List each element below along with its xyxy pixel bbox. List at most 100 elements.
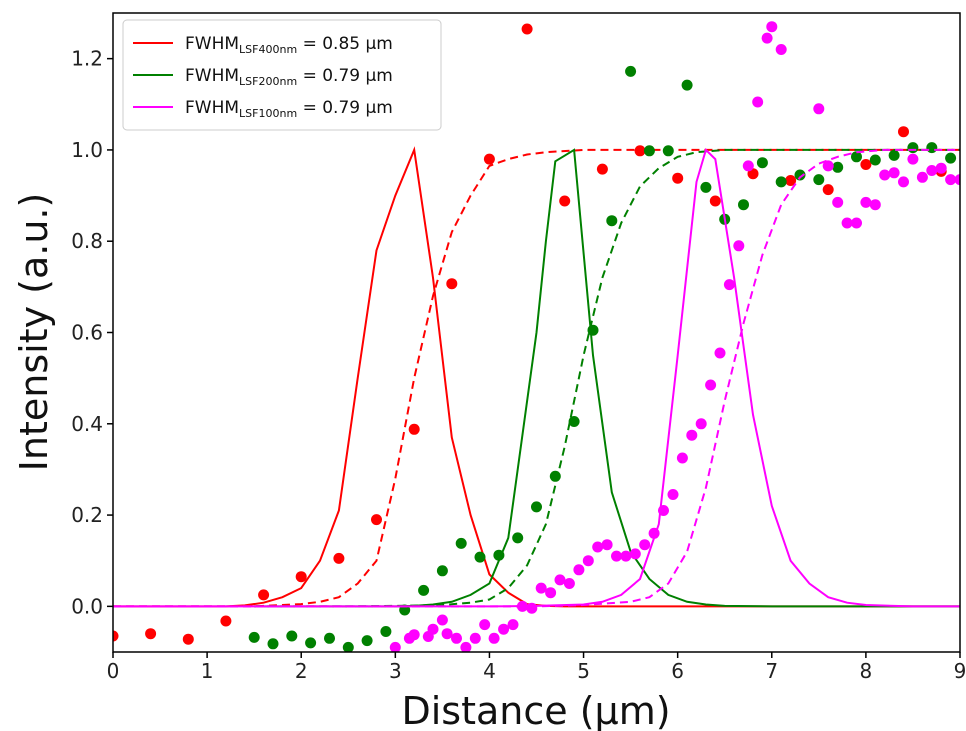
point-lsf200 — [625, 65, 637, 77]
point-lsf100 — [611, 550, 622, 562]
point-lsf100 — [841, 217, 853, 229]
point-lsf100 — [945, 174, 957, 186]
point-lsf100 — [427, 623, 439, 635]
point-lsf100 — [629, 548, 641, 560]
y-tick-label: 0.2 — [71, 503, 103, 527]
point-lsf400 — [408, 423, 420, 435]
point-lsf100 — [766, 21, 778, 33]
point-lsf100 — [733, 240, 745, 252]
point-lsf400 — [371, 514, 382, 526]
x-tick-label: 4 — [483, 659, 496, 683]
y-tick-label: 0.0 — [71, 594, 103, 618]
point-lsf100 — [535, 582, 547, 594]
y-axis-title: Intensity (a.u.) — [12, 193, 56, 472]
point-lsf100 — [592, 541, 604, 553]
point-lsf400 — [145, 628, 157, 640]
point-lsf400 — [860, 159, 872, 170]
plot-area — [113, 21, 960, 652]
point-lsf100 — [582, 555, 594, 567]
point-lsf100 — [869, 199, 881, 211]
point-lsf200 — [436, 565, 448, 577]
y-tick-label: 1.2 — [71, 47, 103, 71]
y-tick-label: 1.0 — [71, 138, 103, 162]
point-lsf100 — [460, 641, 472, 652]
x-tick-label: 2 — [295, 659, 308, 683]
point-lsf400 — [898, 126, 909, 138]
point-lsf100 — [851, 217, 862, 229]
point-lsf200 — [474, 551, 486, 563]
point-lsf200 — [267, 638, 279, 650]
line-lsf200-esf-dashed — [254, 148, 960, 608]
point-lsf400 — [446, 278, 458, 290]
x-tick-label: 7 — [765, 659, 778, 683]
point-lsf100 — [860, 196, 872, 208]
point-lsf100 — [479, 619, 491, 631]
legend-box — [122, 19, 442, 131]
point-lsf100 — [389, 641, 401, 652]
x-tick-label: 5 — [577, 659, 590, 683]
legend-label-lsf200: FWHMLSF200nm = 0.79 µm — [185, 66, 393, 88]
point-lsf400 — [596, 163, 608, 175]
y-tick-label: 0.6 — [71, 321, 103, 345]
point-lsf200 — [756, 157, 768, 169]
point-lsf100 — [752, 96, 764, 108]
point-lsf100 — [742, 160, 754, 172]
point-lsf100 — [516, 600, 528, 612]
point-lsf100 — [822, 160, 834, 172]
point-lsf100 — [916, 171, 928, 183]
point-lsf400 — [220, 615, 232, 627]
point-lsf400 — [634, 145, 646, 157]
point-lsf200 — [738, 199, 749, 211]
point-lsf100 — [888, 167, 900, 179]
point-lsf200 — [869, 154, 881, 166]
point-lsf200 — [813, 174, 825, 186]
point-lsf100 — [723, 279, 735, 291]
point-lsf100 — [408, 629, 420, 641]
point-lsf100 — [935, 162, 947, 174]
point-lsf200 — [305, 637, 317, 649]
point-lsf200 — [380, 626, 392, 637]
point-lsf100 — [667, 489, 679, 500]
point-lsf200 — [361, 635, 373, 647]
point-lsf400 — [483, 153, 495, 165]
point-lsf100 — [879, 169, 891, 181]
x-axis-title: Distance (µm) — [401, 689, 670, 731]
point-lsf400 — [295, 571, 307, 583]
point-lsf200 — [531, 501, 542, 513]
point-lsf200 — [549, 470, 561, 482]
point-lsf100 — [554, 574, 566, 586]
point-lsf200 — [286, 630, 298, 642]
point-lsf400 — [182, 633, 194, 645]
point-lsf200 — [662, 145, 674, 157]
x-tick-label: 1 — [201, 659, 214, 683]
point-lsf100 — [695, 418, 707, 430]
x-tick-label: 3 — [389, 659, 402, 683]
point-lsf100 — [451, 632, 462, 644]
point-lsf400 — [785, 175, 797, 186]
line-lsf100-lsf — [113, 148, 960, 608]
point-lsf200 — [342, 641, 354, 652]
point-lsf200 — [455, 537, 467, 549]
point-lsf100 — [676, 452, 688, 464]
point-lsf400 — [333, 552, 345, 564]
y-tick-label: 0.4 — [71, 412, 103, 436]
line-lsf400-esf-dashed — [113, 148, 960, 608]
point-lsf200 — [493, 549, 505, 561]
point-lsf200 — [568, 416, 580, 427]
point-lsf200 — [418, 584, 430, 596]
point-lsf100 — [639, 539, 651, 551]
y-tick-label: 0.8 — [71, 229, 103, 253]
point-lsf200 — [926, 142, 938, 154]
point-lsf100 — [648, 527, 660, 539]
point-lsf400 — [822, 184, 834, 196]
point-lsf200 — [587, 324, 599, 336]
point-lsf100 — [705, 379, 717, 391]
point-lsf400 — [113, 630, 119, 642]
point-lsf100 — [620, 550, 632, 562]
point-lsf100 — [686, 429, 698, 441]
point-lsf100 — [907, 153, 919, 165]
line-lsf100-esf-dashed — [113, 148, 960, 608]
legend: FWHMLSF400nm = 0.85 µm FWHMLSF200nm = 0.… — [122, 19, 442, 131]
x-tick-label: 6 — [671, 659, 684, 683]
